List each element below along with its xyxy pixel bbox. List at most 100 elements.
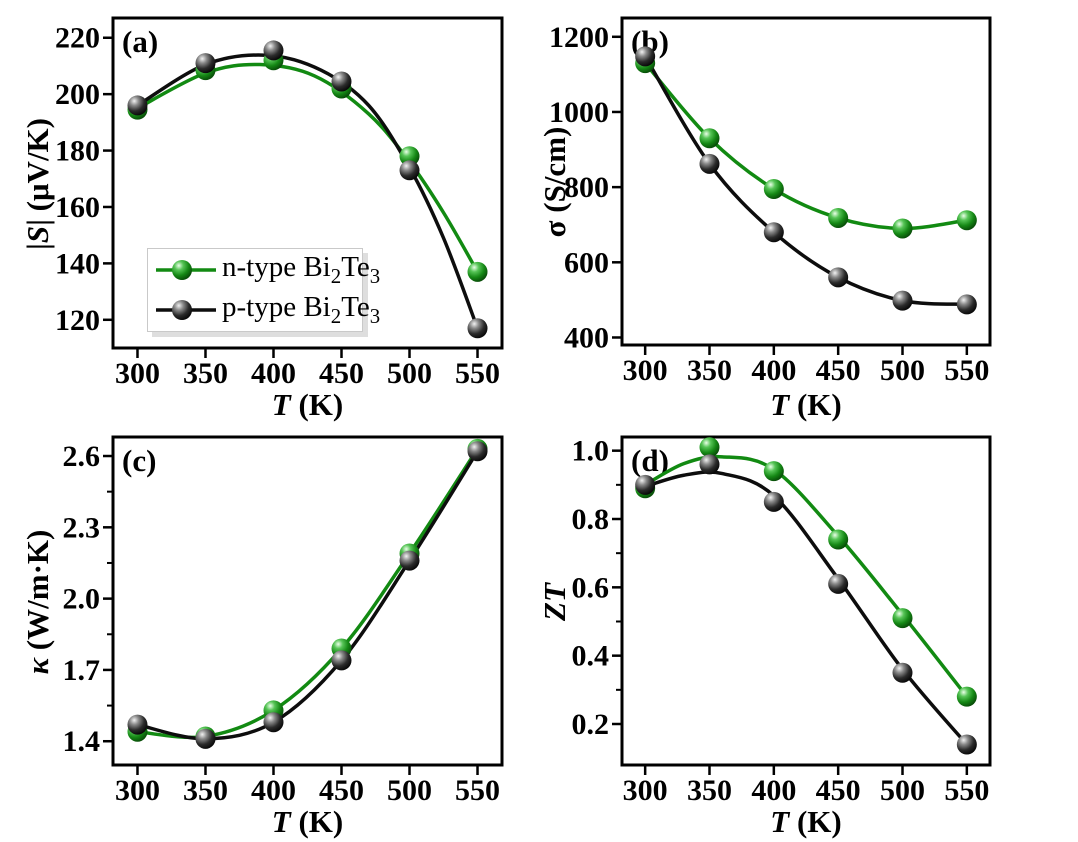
x-tick-label: 450 [319,774,364,807]
series-n-curve [135,62,480,274]
plot-border-b [620,16,992,347]
series-n-marker [956,210,977,231]
x-tick-label: 350 [183,774,228,807]
series-p-marker [635,474,656,495]
series-p-marker [956,294,977,315]
y-tick-label: 1.4 [63,725,101,758]
series-n-marker [763,461,784,482]
y-axis-label-a: |S| (μV/K) [20,118,55,250]
y-tick-label: 1.0 [572,435,610,468]
series-p-marker [127,95,148,116]
series-n-marker [828,529,849,550]
series-p-marker [763,222,784,243]
series-p-curve [643,54,969,307]
series-n-marker [699,437,720,458]
series-p-marker [699,454,720,475]
legend-item-p-type: p-type Bi2Te3 [148,291,380,329]
x-tick-label: 500 [387,774,432,807]
panel-b: 300 350 400 450 500 550 400 600 800 1000 1200 (b) σ… [537,0,1078,422]
panel-letter-a: (a) [122,24,158,59]
x-tick-label: 500 [880,354,925,387]
series-p-marker [467,441,488,462]
series-p-curve [643,470,969,747]
x-axis-label-b: T (K) [770,387,842,422]
plot-border-c [111,435,504,767]
x-tick-label: 350 [687,774,732,807]
series-p-marker [263,712,284,733]
series-p-marker [828,573,849,594]
x-tick-label: 300 [623,354,668,387]
chart-svg-c: 300 350 400 450 500 550 1.4 1.7 2.0 2.3 2.6 (c) [63,435,504,807]
x-tick-label: 400 [751,774,796,807]
x-tick-label: 350 [183,357,228,390]
series-p-marker [635,46,656,67]
y-tick-label: 1000 [549,96,609,129]
x-tick-label: 300 [115,774,160,807]
plot-border-d [620,435,992,767]
x-tick-label: 550 [455,774,500,807]
x-tick-label: 400 [251,774,296,807]
legend: n-type Bi2Te3 p-type Bi2Te3 [147,248,380,332]
legend-item-n-type: n-type Bi2Te3 [148,251,380,289]
y-axis-label-d: ZT [537,583,572,621]
x-tick-label: 300 [623,774,668,807]
panel-letter-d: (d) [631,443,669,478]
chart-svg-a: 300 350 400 450 500 550 120 140 160 180 200 220 (a) [55,16,504,390]
x-tick-label: 550 [944,774,989,807]
series-p-marker [195,53,216,74]
panel-d: 300 350 400 450 500 550 0.2 0.4 0.6 0.8 1.0 (d) ZT … [537,421,1078,842]
y-tick-label: 600 [564,246,609,279]
x-tick-label: 550 [455,357,500,390]
y-tick-label: 0.8 [572,503,610,536]
legend-marker-n [172,260,192,280]
y-tick-label: 800 [564,171,609,204]
series-n-marker [892,218,913,239]
y-tick-label: 0.2 [572,708,610,741]
y-tick-label: 160 [55,191,100,224]
series-n-marker [399,146,420,167]
legend-marker-p [172,300,192,320]
series-n-marker [699,128,720,149]
series-n-marker [892,608,913,629]
x-tick-label: 500 [880,774,925,807]
panel-a: 300 350 400 450 500 550 120 140 160 180 200 220 (a) … [0,0,539,422]
series-p-curve [135,449,480,741]
series-p-marker [892,662,913,683]
x-tick-label: 450 [816,774,861,807]
x-tick-label: 500 [387,357,432,390]
y-axis-label-c: κ (W/m·K) [20,529,55,675]
x-tick-label: 350 [687,354,732,387]
x-axis-label-c: T (K) [271,804,344,839]
legend-label-p: p-type Bi2Te3 [222,291,381,328]
series-p-marker [828,267,849,288]
y-tick-label: 220 [55,22,100,55]
series-p-marker [763,491,784,512]
legend-label-n: n-type Bi2Te3 [222,251,381,288]
y-tick-label: 1.7 [63,654,101,687]
series-n-marker [467,261,488,282]
series-p-marker [467,318,488,339]
plot-border-a [111,16,504,350]
series-n-curve [643,61,969,231]
x-tick-label: 550 [944,354,989,387]
x-tick-label: 400 [751,354,796,387]
series-n-marker [956,686,977,707]
series-p-marker [195,728,216,749]
series-n-marker [828,207,849,228]
y-tick-label: 400 [564,321,609,354]
y-tick-label: 120 [55,304,100,337]
series-n-marker [763,179,784,200]
panel-letter-c: (c) [122,443,156,478]
y-tick-label: 180 [55,135,100,168]
series-p-marker [892,290,913,311]
series-p-marker [399,160,420,181]
panel-c: 300 350 400 450 500 550 1.4 1.7 2.0 2.3 2.6 (c) κ (… [0,421,539,842]
chart-svg-d: 300 350 400 450 500 550 0.2 0.4 0.6 0.8 1.0 (d) [572,435,992,807]
y-tick-label: 0.6 [572,571,610,604]
y-tick-label: 1200 [549,21,609,54]
y-tick-label: 2.6 [63,440,101,473]
series-p-marker [331,71,352,92]
series-p-marker [699,153,720,174]
